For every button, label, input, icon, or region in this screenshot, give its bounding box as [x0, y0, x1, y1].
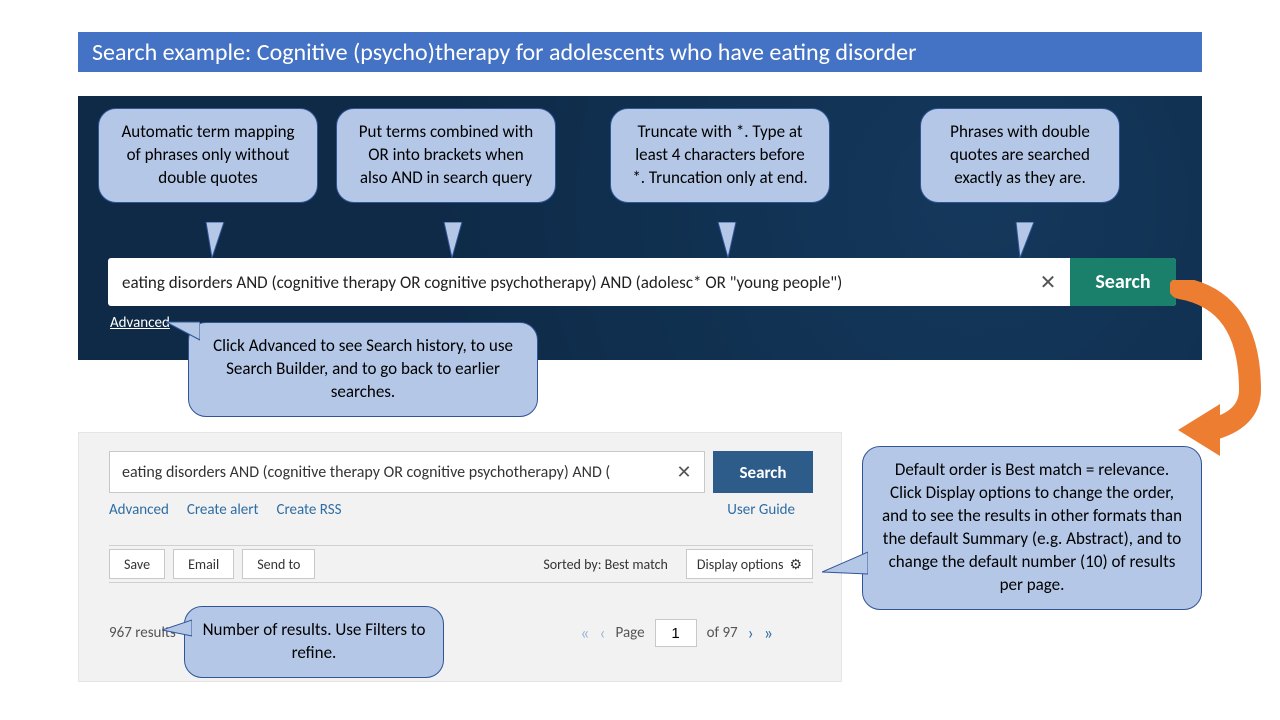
gear-icon: ⚙	[789, 556, 802, 573]
email-button[interactable]: Email	[173, 549, 234, 579]
callout-tail-icon	[166, 318, 200, 342]
create-rss-link[interactable]: Create RSS	[276, 501, 341, 519]
prev-page-icon[interactable]: ‹	[599, 622, 605, 644]
create-alert-link[interactable]: Create alert	[187, 501, 259, 519]
user-guide-link[interactable]: User Guide	[727, 501, 795, 519]
search-input[interactable]: eating disorders AND (cognitive therapy …	[108, 272, 1026, 293]
callout-advanced: Click Advanced to see Search history, to…	[188, 322, 538, 417]
callout-tail-icon	[438, 222, 468, 262]
callout-brackets: Put terms combined with OR into brackets…	[336, 108, 556, 203]
search-input[interactable]: eating disorders AND (cognitive therapy …	[109, 451, 705, 493]
display-options-label: Display options	[697, 556, 784, 573]
last-page-icon[interactable]: »	[764, 622, 773, 644]
callout-truncation: Truncate with *. Type at least 4 charact…	[610, 108, 830, 203]
page-label: Page	[616, 624, 645, 642]
sorted-by-label: Sorted by: Best match	[543, 556, 668, 573]
pager: « ‹ Page of 97 › »	[580, 619, 773, 647]
callout-tail-icon	[822, 548, 868, 578]
callout-display-options: Default order is Best match = relevance.…	[862, 446, 1202, 610]
callout-tail-icon	[162, 618, 192, 638]
results-links: Advanced Create alert Create RSS User Gu…	[109, 501, 813, 519]
page-of-label: of 97	[707, 624, 738, 642]
page-input[interactable]	[655, 619, 697, 647]
display-options-button[interactable]: Display options ⚙	[686, 549, 813, 579]
first-page-icon[interactable]: «	[580, 622, 589, 644]
callout-result-count: Number of results. Use Filters to refine…	[184, 606, 444, 678]
clear-icon[interactable]: ✕	[664, 461, 704, 483]
slide-title: Search example: Cognitive (psycho)therap…	[78, 32, 1202, 72]
results-actions: Save Email Send to Sorted by: Best match…	[109, 545, 813, 583]
search-button[interactable]: Search	[713, 451, 813, 493]
callout-term-mapping: Automatic term mapping of phrases only w…	[98, 108, 318, 203]
next-page-icon[interactable]: ›	[748, 622, 754, 644]
main-search-bar: eating disorders AND (cognitive therapy …	[108, 258, 1176, 306]
clear-icon[interactable]: ✕	[1026, 270, 1070, 295]
search-button[interactable]: Search	[1070, 258, 1176, 306]
sendto-button[interactable]: Send to	[242, 549, 315, 579]
save-button[interactable]: Save	[109, 549, 165, 579]
search-input-text: eating disorders AND (cognitive therapy …	[110, 463, 664, 482]
callout-tail-icon	[712, 222, 742, 262]
callout-quotes: Phrases with double quotes are searched …	[920, 108, 1120, 203]
advanced-link[interactable]: Advanced	[109, 501, 169, 519]
advanced-link[interactable]: Advanced	[110, 314, 170, 332]
results-search-bar: eating disorders AND (cognitive therapy …	[109, 451, 813, 493]
callout-tail-icon	[1010, 222, 1040, 262]
callout-tail-icon	[200, 222, 230, 262]
